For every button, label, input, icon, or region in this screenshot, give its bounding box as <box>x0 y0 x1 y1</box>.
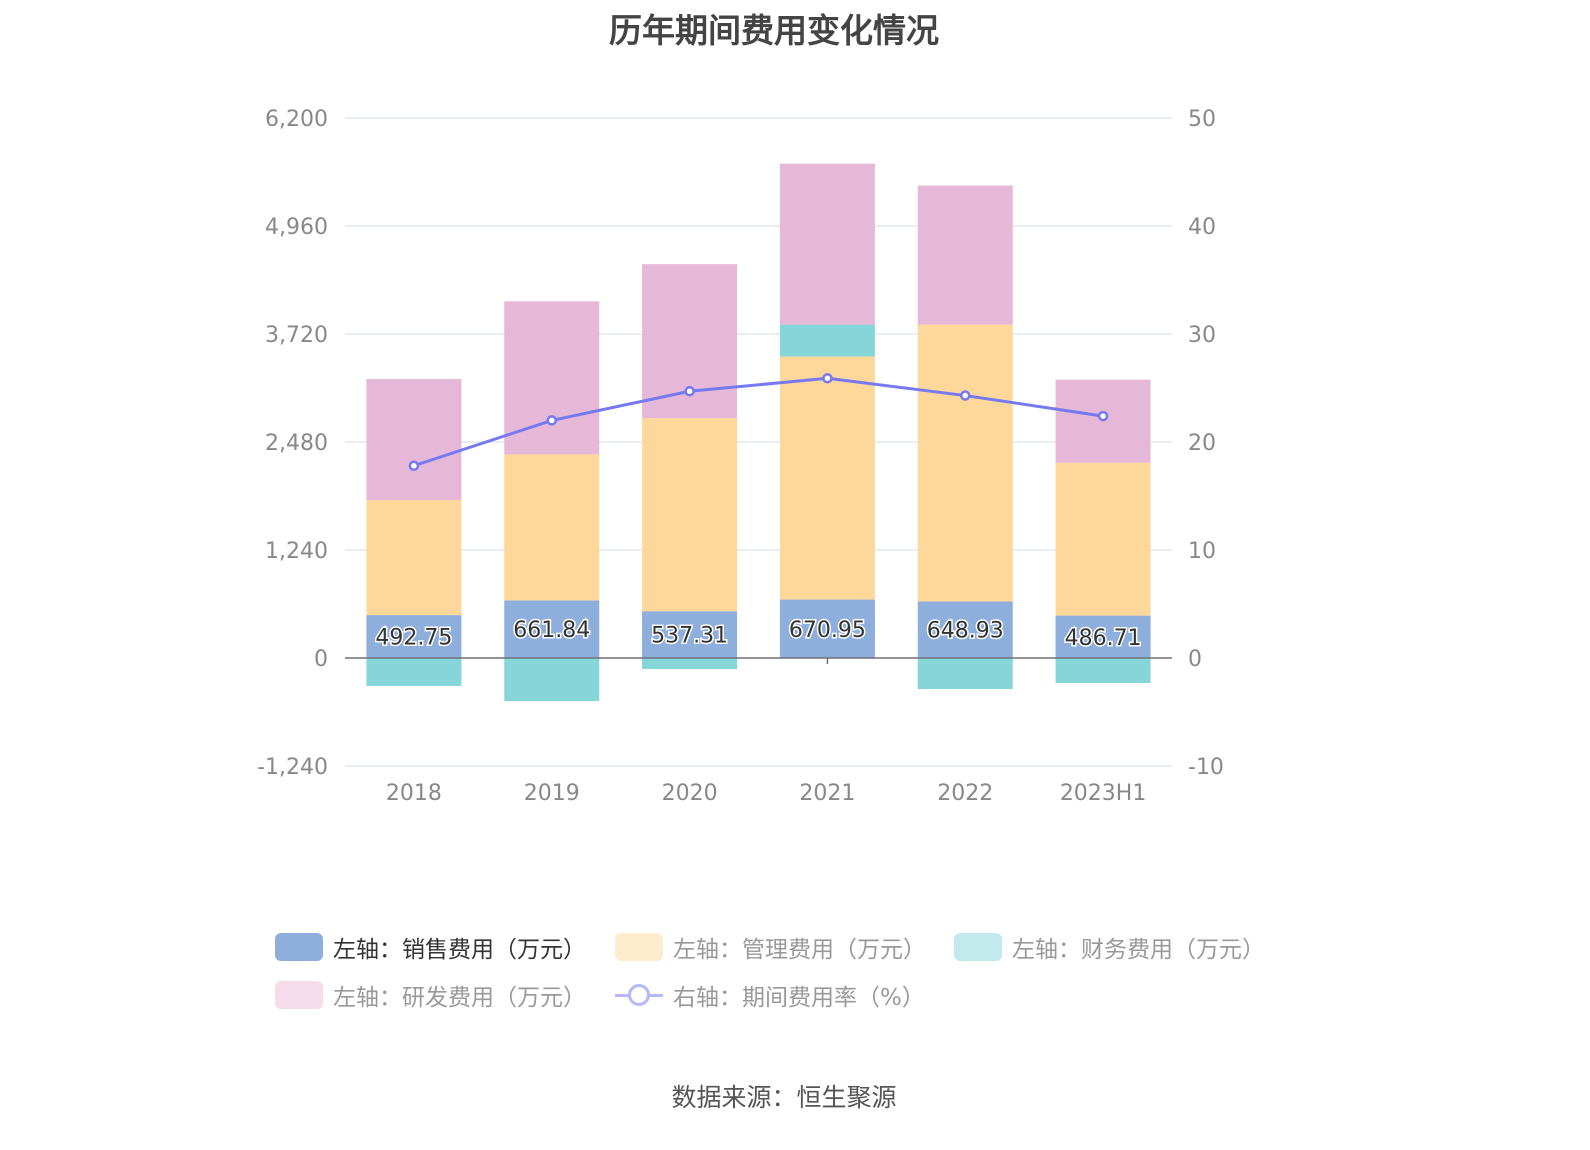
legend-swatch-admin <box>615 933 663 961</box>
legend-swatch-sales <box>275 933 323 961</box>
legend-label: 右轴：期间费用率（%） <box>673 985 925 1011</box>
bar-data-label: 648.93 <box>927 619 1004 644</box>
rate-point <box>684 385 695 397</box>
bar-segment <box>504 454 600 601</box>
left-axis-tick-label: 1,240 <box>265 539 328 564</box>
rate-line-series <box>408 373 1109 472</box>
legend-label: 左轴：销售费用（万元） <box>333 937 586 963</box>
legend-label: 左轴：管理费用（万元） <box>673 937 926 963</box>
bar-segment <box>366 500 462 616</box>
bar-segment <box>504 658 600 702</box>
bar-segment <box>504 600 600 658</box>
left-axis-tick-label: -1,240 <box>257 755 328 780</box>
left-axis-tick-label: 3,720 <box>265 323 328 348</box>
data-labels: 492.75 661.84 537.31 670.95 648.93 486.71 <box>374 616 1143 652</box>
bar-data-label: 492.75 <box>375 626 452 651</box>
bar-series <box>366 163 1151 702</box>
bar-segment <box>917 601 1013 658</box>
legend-line-circle-icon <box>615 981 663 1009</box>
x-axis-tick-label: 2021 <box>799 781 855 806</box>
right-axis-tick-label: 10 <box>1188 539 1216 564</box>
legend-label: 左轴：财务费用（万元） <box>1012 937 1265 963</box>
left-axis-tick-label: 0 <box>314 647 328 672</box>
legend-item-finance[interactable]: 左轴：财务费用（万元） <box>954 930 1265 964</box>
bar-segment <box>779 324 875 357</box>
x-axis-tick-label: 2019 <box>524 781 580 806</box>
rate-point <box>408 460 420 472</box>
bar-segment <box>1055 462 1151 616</box>
axes: -1,240 0 1,240 2,480 3,720 4,960 6,200 -10 0 10 20… <box>257 107 1224 806</box>
bar-segment <box>779 163 875 325</box>
bar-data-label: 486.71 <box>1065 626 1142 651</box>
bar-segment <box>366 615 462 658</box>
legend-swatch-rnd <box>275 981 323 1009</box>
bar-data-label: 670.95 <box>789 618 866 643</box>
right-axis-tick-label: 30 <box>1188 323 1216 348</box>
x-axis-tick-label: 2022 <box>937 781 993 806</box>
bar-segment <box>1055 658 1151 683</box>
right-axis-tick-label: -10 <box>1188 755 1224 780</box>
legend-item-rate[interactable]: 右轴：期间费用率（%） <box>615 978 925 1012</box>
legend-item-admin[interactable]: 左轴：管理费用（万元） <box>615 930 926 964</box>
chart-canvas: -1,240 0 1,240 2,480 3,720 4,960 6,200 -10 0 10 20… <box>257 107 1224 806</box>
data-source: 数据来源：恒生聚源 <box>671 1083 897 1112</box>
chart-title: 历年期间费用变化情况 <box>609 11 939 50</box>
rate-point <box>822 373 833 384</box>
legend-item-rnd[interactable]: 左轴：研发费用（万元） <box>275 978 586 1012</box>
legend-item-sales[interactable]: 左轴：销售费用（万元） <box>275 930 586 964</box>
right-axis-tick-label: 40 <box>1188 215 1216 240</box>
bar-segment <box>779 356 875 600</box>
bar-segment <box>366 658 462 686</box>
rate-point <box>1097 410 1109 422</box>
rate-point <box>546 415 557 426</box>
bar-segment <box>366 379 462 501</box>
bar-segment <box>1055 615 1151 658</box>
bar-segment <box>504 301 600 455</box>
right-axis-tick-label: 20 <box>1188 431 1216 456</box>
x-axis-tick-label: 2020 <box>662 781 718 806</box>
x-axis-tick-label: 2023H1 <box>1060 781 1147 806</box>
bar-segment <box>642 611 738 658</box>
legend-swatch-finance <box>954 933 1002 961</box>
bar-segment <box>642 418 738 612</box>
bar-segment <box>779 599 875 658</box>
rate-line <box>413 376 1104 468</box>
legend-label: 左轴：研发费用（万元） <box>333 985 586 1011</box>
right-axis-tick-label: 0 <box>1188 647 1202 672</box>
left-axis-tick-label: 4,960 <box>265 215 328 240</box>
grid-lines <box>345 117 1172 767</box>
bar-data-label: 661.84 <box>513 618 590 643</box>
bar-data-label: 537.31 <box>651 624 728 649</box>
right-axis-tick-label: 50 <box>1188 107 1216 132</box>
rate-point <box>960 390 971 401</box>
bar-segment <box>917 324 1013 602</box>
bar-segment <box>917 658 1013 690</box>
bar-segment <box>917 185 1013 325</box>
left-axis-tick-label: 6,200 <box>265 107 328 132</box>
bar-segment <box>642 658 738 669</box>
x-axis-tick-label: 2018 <box>386 781 442 806</box>
left-axis-tick-label: 2,480 <box>265 431 328 456</box>
